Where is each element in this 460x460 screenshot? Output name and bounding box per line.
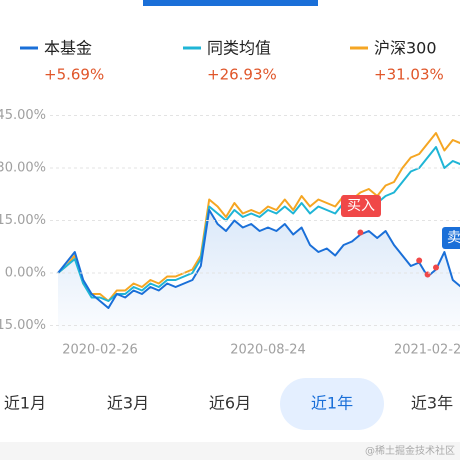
sell-label: 卖 bbox=[447, 230, 460, 246]
tab-selected-bg bbox=[280, 378, 384, 430]
legend-name: 同类均值 bbox=[207, 39, 271, 58]
period-tab[interactable]: 近1月 bbox=[4, 394, 46, 413]
trade-dot bbox=[357, 229, 364, 236]
y-tick-label: 45.00% bbox=[0, 108, 46, 123]
trade-dot bbox=[416, 257, 423, 264]
axes: -15.00% 0.00% 15.00% 30.00% 45.00% 2020-02-26… bbox=[0, 108, 460, 358]
buy-tag bbox=[341, 195, 381, 217]
y-tick-label: -15.00% bbox=[0, 318, 46, 333]
y-tick-label: 30.00% bbox=[0, 161, 46, 176]
period-tab[interactable]: 近3月 bbox=[107, 394, 149, 413]
footer bbox=[0, 442, 460, 460]
legend-name: 沪深300 bbox=[374, 39, 437, 58]
legend-name: 本基金 bbox=[44, 39, 92, 58]
x-tick-label: 2021-02-2 bbox=[394, 343, 460, 358]
legend-change: +26.93% bbox=[207, 66, 277, 84]
period-tab[interactable]: 近6月 bbox=[209, 394, 251, 413]
tab-indicator bbox=[143, 0, 318, 6]
plot-area bbox=[57, 132, 460, 331]
series-line bbox=[57, 146, 460, 302]
y-tick-label: 15.00% bbox=[0, 213, 46, 228]
x-tick-label: 2020-02-26 bbox=[62, 343, 138, 358]
sell-tag bbox=[442, 227, 460, 249]
watermark: @稀土掘金技术社区 bbox=[365, 444, 455, 457]
period-tab[interactable]: 近1年 bbox=[311, 394, 353, 413]
x-tick-label: 2020-08-24 bbox=[230, 343, 306, 358]
y-tick-label: 0.00% bbox=[5, 266, 46, 281]
series-line bbox=[57, 209, 460, 309]
legend-change: +5.69% bbox=[44, 66, 104, 84]
period-tab[interactable]: 近3年 bbox=[411, 394, 453, 413]
trade-dot bbox=[433, 264, 439, 271]
period-tabs: 近1月 近3月 近6月 近1年 近3年 bbox=[4, 378, 453, 430]
series-line bbox=[57, 132, 460, 302]
legend: 本基金 +5.69% 同类均值 +26.93% 沪深300 +31.03% bbox=[20, 39, 444, 84]
legend-change: +31.03% bbox=[374, 66, 444, 84]
area-fill bbox=[58, 210, 460, 331]
buy-label: 买入 bbox=[347, 198, 375, 214]
trade-dot bbox=[424, 271, 431, 278]
